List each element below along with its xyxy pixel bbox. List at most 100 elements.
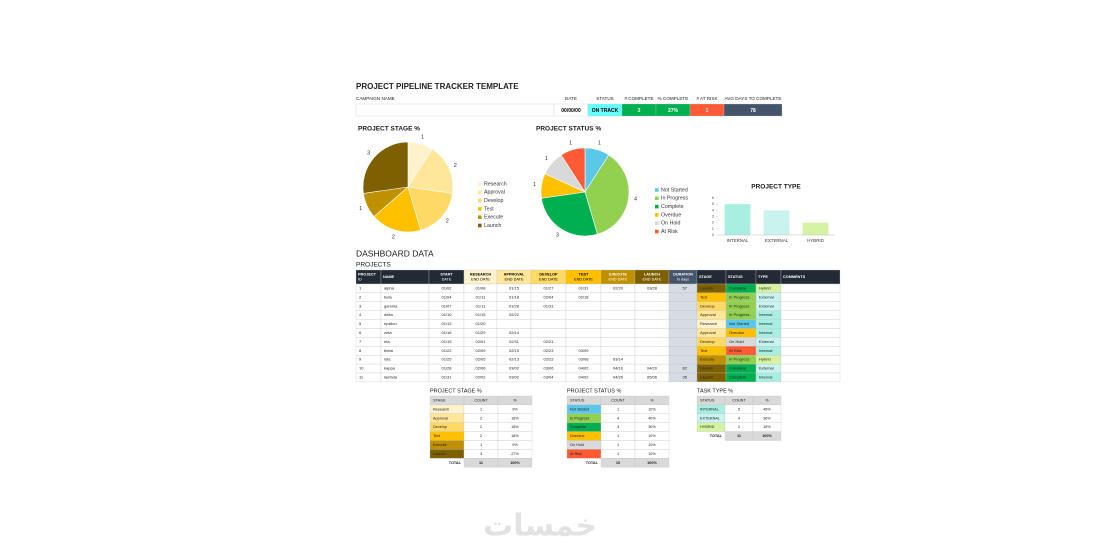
- legend-label: Test: [484, 206, 494, 212]
- table-cell-text: Test: [700, 348, 708, 353]
- table-cell-text: Approval: [700, 312, 716, 317]
- table-cell-text: Launch: [700, 286, 713, 291]
- cell: [780, 310, 841, 320]
- column-header: ID: [358, 277, 362, 281]
- column-header: DEVELOP: [539, 273, 558, 277]
- header-value: 3: [638, 108, 641, 114]
- table-cell-text: External: [759, 294, 774, 299]
- table-cell-text: 03/04: [543, 375, 554, 380]
- table-cell-text: External: [759, 366, 774, 371]
- table-cell-text: 6: [359, 330, 362, 335]
- header-label: CAMPAIGN NAME: [356, 96, 395, 101]
- cell: [565, 337, 602, 347]
- cell: [565, 328, 602, 338]
- table-cell-text: 1: [480, 407, 482, 411]
- data-label: 1: [359, 206, 362, 212]
- campaign-name-field: [355, 103, 555, 117]
- table-cell-text: 03/28: [647, 286, 658, 291]
- column-header: %: [650, 398, 654, 402]
- table-cell-text: 02/22: [543, 357, 554, 362]
- legend-label: Complete: [661, 204, 684, 210]
- table-cell-text: 10%: [648, 452, 656, 456]
- table-cell-text: 04/16: [613, 366, 624, 371]
- total-cell: [634, 458, 670, 468]
- column-header: COMMENTS: [783, 275, 806, 279]
- header-value: 00/00/00: [561, 108, 581, 114]
- chart-title: PROJECT TYPE: [751, 184, 801, 191]
- legend-label: In Progress: [661, 196, 688, 202]
- table-cell-text: 4: [359, 312, 362, 317]
- table-cell-text: 40%: [648, 416, 656, 420]
- y-tick-label: 6: [712, 195, 715, 200]
- table-cell-text: theta: [384, 348, 394, 353]
- table-cell-text: 1: [480, 443, 482, 447]
- table-cell-text: 03/02: [509, 375, 520, 380]
- table-cell-text: 03/02: [509, 366, 520, 371]
- y-tick-label: 4: [712, 207, 715, 212]
- table-cell-text: epsilon: [384, 321, 397, 326]
- legend-swatch: [655, 221, 659, 225]
- cell: [668, 292, 698, 302]
- cell: [600, 337, 636, 347]
- cell: [634, 301, 670, 311]
- table-cell-text: eta: [384, 339, 390, 344]
- chart-title: PROJECT STAGE %: [358, 126, 420, 133]
- table-cell-text: At Risk: [729, 348, 742, 353]
- cell: [668, 310, 698, 320]
- table-cell-text: Research: [433, 407, 449, 411]
- table-cell-text: 03/09: [578, 348, 589, 353]
- watermark: خمسات: [483, 509, 597, 544]
- table-cell-text: 02/19: [509, 348, 520, 353]
- total-text: TOTAL: [449, 461, 462, 465]
- table-title: TASK TYPE %: [697, 388, 733, 394]
- pie-slice: [373, 186, 422, 233]
- table-cell-text: 9%: [512, 407, 518, 411]
- cell: [600, 292, 636, 302]
- table-cell-text: In Progress: [729, 303, 749, 308]
- table-cell-text: 10%: [648, 407, 656, 411]
- table-cell-text: INTERNAL: [700, 407, 719, 411]
- table-cell-text: Complete: [729, 366, 747, 371]
- table-cell-text: 01/15: [509, 286, 520, 291]
- table-cell-text: 01/22: [441, 348, 452, 353]
- column-header: NAME: [383, 275, 395, 279]
- table-cell-text: 02/01: [475, 339, 486, 344]
- table-title: PROJECT STATUS %: [567, 388, 622, 394]
- column-header: RESEARCH: [470, 273, 492, 277]
- table-cell-text: 02/23: [543, 348, 554, 353]
- pie-slice: [584, 154, 630, 235]
- section-title: DASHBOARD DATA: [356, 248, 434, 258]
- header-label: % COMPLETE: [658, 96, 689, 101]
- table-cell-text: 01/02: [441, 286, 452, 291]
- table-cell-text: 01/29: [475, 330, 486, 335]
- y-tick-label: 5: [712, 201, 715, 206]
- table-cell-text: gamma: [384, 303, 398, 308]
- table-cell-text: Approval: [700, 330, 716, 335]
- table-cell-text: At Risk: [570, 452, 582, 456]
- table-cell-text: zeta: [384, 330, 392, 335]
- bar: [724, 204, 751, 235]
- table-cell-text: 01/15: [475, 312, 486, 317]
- table-cell-text: Execute: [700, 357, 715, 362]
- cell: [668, 319, 698, 329]
- legend-label: Develop: [484, 198, 503, 204]
- pie-slice: [362, 141, 409, 194]
- legend-label: Overdue: [661, 212, 681, 218]
- total-cell: [752, 431, 782, 441]
- data-label: 2: [392, 234, 395, 240]
- column-header: STATUS: [700, 398, 715, 402]
- table-cell-text: 2: [738, 425, 740, 429]
- table-cell-text: 03/06: [543, 366, 554, 371]
- table-cell-text: EXTERNAL: [700, 416, 720, 420]
- table-cell-text: 18%: [511, 416, 519, 420]
- y-tick-label: 2: [712, 220, 715, 225]
- x-tick-label: EXTERNAL: [765, 238, 789, 243]
- legend-swatch: [478, 182, 482, 186]
- table-cell-text: 18%: [763, 425, 771, 429]
- column-header: %: [765, 398, 769, 402]
- table-cell-text: 02/04: [543, 294, 554, 299]
- table-cell-text: Internal: [759, 312, 772, 317]
- table-cell-text: 36%: [763, 416, 771, 420]
